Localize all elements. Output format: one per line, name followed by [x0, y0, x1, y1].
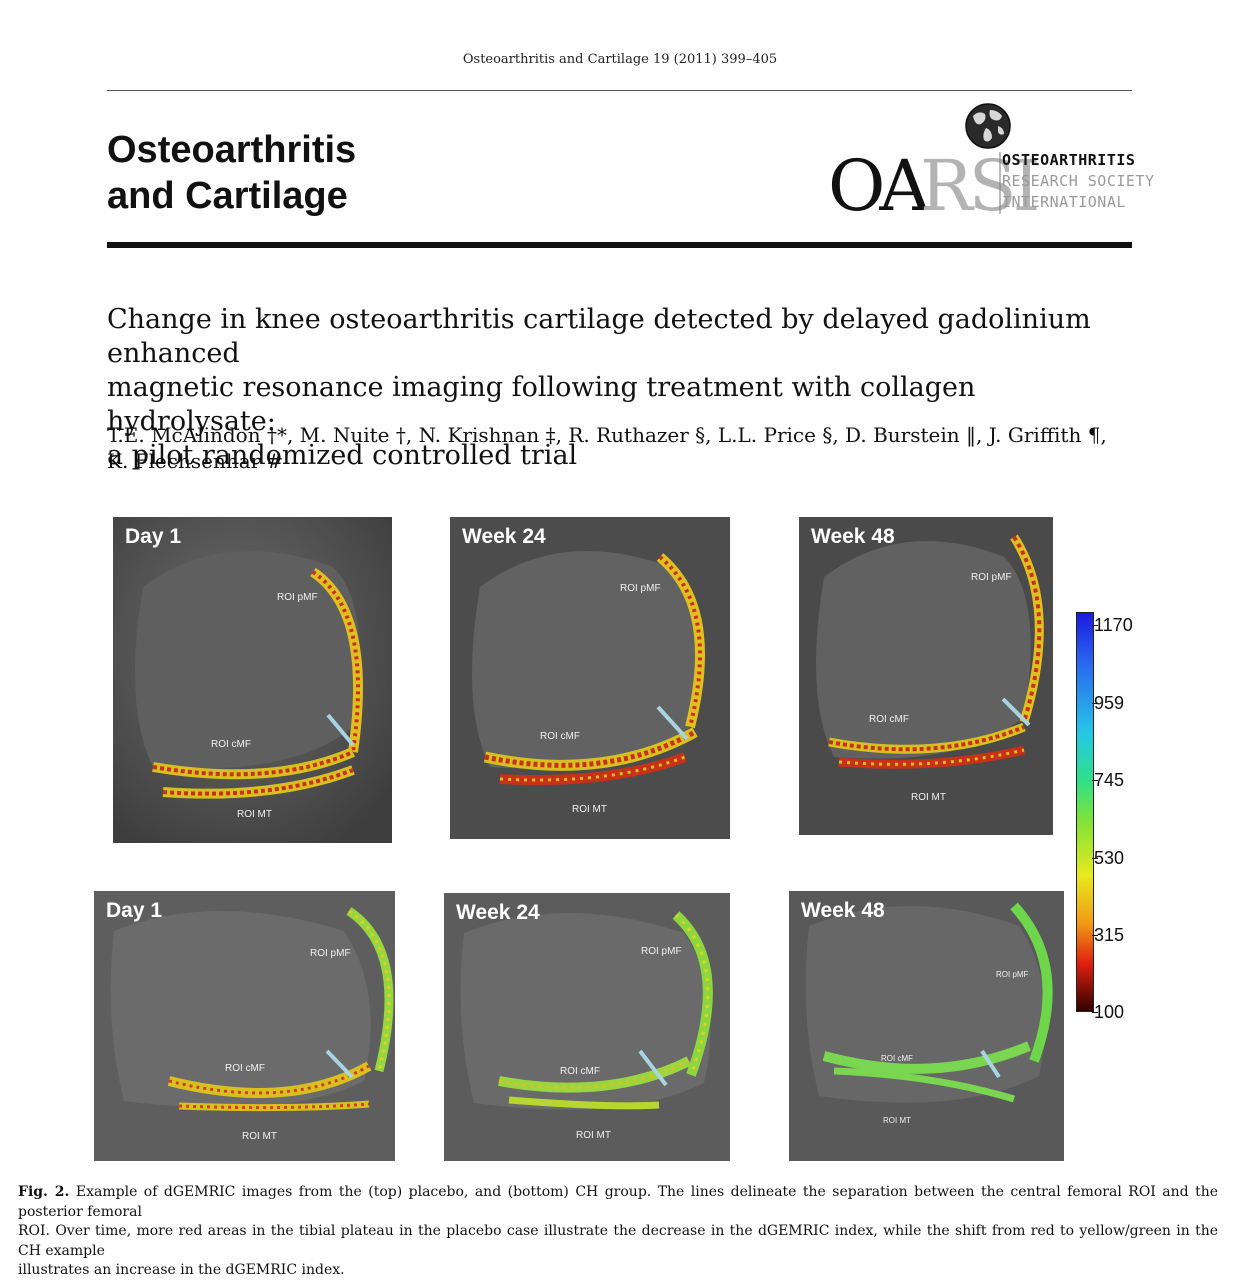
header-thick-rule: [107, 242, 1132, 248]
roi-pmf-label: ROI pMF: [277, 592, 318, 603]
colorbar-tick: [1092, 935, 1098, 936]
colorbar-label: 530: [1094, 848, 1125, 868]
journal-title: Osteoarthritis and Cartilage: [107, 127, 356, 219]
roi-pmf-label: ROI pMF: [971, 572, 1012, 583]
panel-label: Day 1: [125, 525, 182, 548]
roi-cmf-label: ROI cMF: [211, 739, 251, 750]
mri-panel-top-day1: Day 1 ROI pMF ROI cMF ROI MT: [113, 517, 392, 843]
journal-title-line1: Osteoarthritis: [107, 129, 357, 171]
roi-cmf-label: ROI cMF: [869, 714, 909, 725]
mri-panel-bottom-week48: Week 48 ROI pMF ROI cMF ROI MT: [789, 891, 1064, 1161]
colorbar-tick: [1092, 703, 1098, 704]
dgemric-colorbar: [1076, 612, 1094, 1012]
roi-cmf-label: ROI cMF: [881, 1054, 913, 1063]
svg-text:OA: OA: [828, 145, 931, 222]
org-line2: RESEARCH SOCIETY: [1002, 172, 1155, 190]
colorbar-tick: [1092, 625, 1098, 626]
caption-text-line2: ROI. Over time, more red areas in the ti…: [18, 1223, 1218, 1259]
mri-image: [94, 891, 395, 1161]
authors-line2: K. Flechsenhar #: [107, 449, 284, 473]
colorbar-tick: [1092, 780, 1098, 781]
colorbar-tick: [1092, 858, 1098, 859]
mri-panel-top-week48: Week 48 ROI pMF ROI cMF ROI MT: [799, 517, 1053, 835]
colorbar-label: 315: [1094, 925, 1125, 945]
roi-mt-label: ROI MT: [883, 1116, 911, 1125]
roi-mt-label: ROI MT: [572, 804, 607, 815]
colorbar-label: 1170: [1094, 615, 1133, 635]
mri-image: [450, 517, 730, 839]
org-line3: INTERNATIONAL: [1002, 193, 1126, 211]
colorbar-label: 100: [1094, 1002, 1125, 1022]
roi-pmf-label: ROI pMF: [310, 948, 351, 959]
roi-pmf-label: ROI pMF: [620, 583, 661, 594]
roi-cmf-label: ROI cMF: [225, 1063, 265, 1074]
article-title-line1: Change in knee osteoarthritis cartilage …: [107, 304, 1091, 369]
roi-mt-label: ROI MT: [242, 1131, 277, 1142]
article-title-line2: magnetic resonance imaging following tre…: [107, 372, 976, 437]
oarsi-logo-graphic: OA RSI: [828, 103, 1041, 227]
panel-label: Week 24: [462, 525, 546, 548]
journal-citation: Osteoarthritis and Cartilage 19 (2011) 3…: [462, 52, 778, 67]
header-rule: [107, 90, 1132, 91]
oarsi-org-name: OSTEOARTHRITIS RESEARCH SOCIETY INTERNAT…: [1002, 150, 1155, 213]
svg-text:RSI: RSI: [920, 145, 1037, 222]
panel-label: Week 48: [811, 525, 895, 548]
panel-label: Week 24: [456, 901, 540, 924]
roi-pmf-label: ROI pMF: [996, 970, 1029, 979]
roi-mt-label: ROI MT: [576, 1130, 611, 1141]
oarsi-logo: OA RSI: [828, 102, 1138, 227]
caption-line1: Fig. 2. Example of dGEMRIC images from t…: [18, 1183, 1218, 1222]
mri-image: [113, 517, 392, 843]
article-title-line3: a pilot randomized controlled trial: [107, 440, 578, 471]
roi-mt-label: ROI MT: [237, 809, 272, 820]
figure-caption: Fig. 2. Example of dGEMRIC images from t…: [18, 1183, 1218, 1281]
panel-label: Week 48: [801, 899, 885, 922]
colorbar-label: 745: [1094, 770, 1125, 790]
roi-mt-label: ROI MT: [911, 792, 946, 803]
roi-cmf-label: ROI cMF: [540, 731, 580, 742]
roi-cmf-label: ROI cMF: [560, 1066, 600, 1077]
panel-label: Day 1: [106, 899, 163, 922]
caption-text-line1: Example of dGEMRIC images from the (top)…: [18, 1184, 1218, 1220]
author-list: T.E. McAlindon †*, M. Nuite †, N. Krishn…: [107, 422, 1147, 474]
authors-line1: T.E. McAlindon †*, M. Nuite †, N. Krishn…: [107, 423, 1107, 447]
colorbar-label: 959: [1094, 693, 1125, 713]
mri-image: [799, 517, 1053, 835]
mri-image: [789, 891, 1064, 1161]
globe-icon: [965, 103, 1011, 149]
mri-image: [444, 893, 730, 1161]
article-title: Change in knee osteoarthritis cartilage …: [107, 303, 1147, 473]
roi-pmf-label: ROI pMF: [641, 946, 682, 957]
journal-title-line2: and Cartilage: [107, 175, 348, 217]
mri-panel-bottom-week24: Week 24 ROI pMF ROI cMF ROI MT: [444, 893, 730, 1161]
oarsi-mark: OA RSI: [828, 145, 1041, 227]
org-line1: OSTEOARTHRITIS: [1002, 151, 1136, 169]
caption-label: Fig. 2.: [18, 1184, 70, 1200]
colorbar-tick: [1092, 1012, 1098, 1013]
mri-panel-top-week24: Week 24 ROI pMF ROI cMF ROI MT: [450, 517, 730, 839]
mri-panel-bottom-day1: Day 1 ROI pMF ROI cMF ROI MT: [94, 891, 395, 1161]
